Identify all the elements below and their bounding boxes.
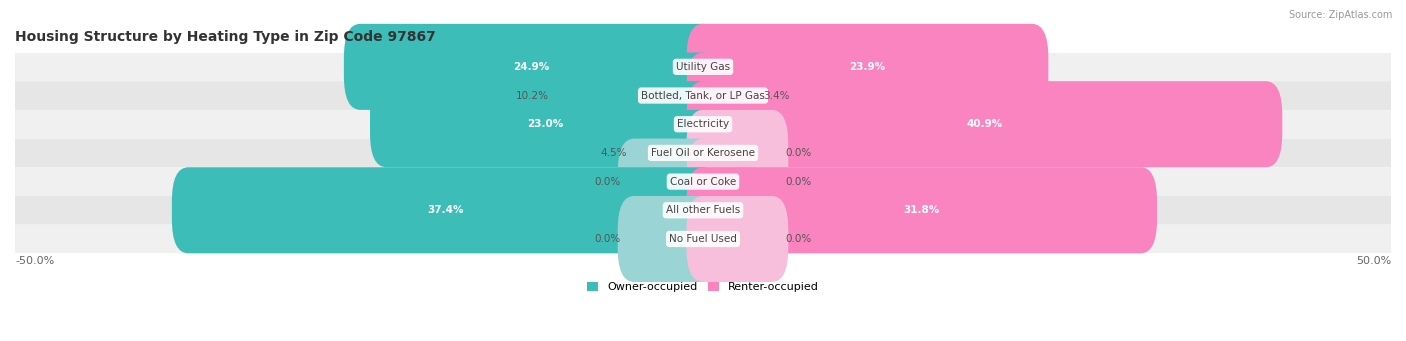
- Text: 23.9%: 23.9%: [849, 62, 886, 72]
- Text: Utility Gas: Utility Gas: [676, 62, 730, 72]
- Text: 0.0%: 0.0%: [595, 234, 620, 244]
- Text: No Fuel Used: No Fuel Used: [669, 234, 737, 244]
- Text: 37.4%: 37.4%: [427, 205, 464, 215]
- FancyBboxPatch shape: [15, 138, 1391, 167]
- Legend: Owner-occupied, Renter-occupied: Owner-occupied, Renter-occupied: [586, 282, 820, 292]
- FancyBboxPatch shape: [686, 110, 789, 196]
- FancyBboxPatch shape: [15, 81, 1391, 110]
- Text: 4.5%: 4.5%: [600, 148, 627, 158]
- Text: 0.0%: 0.0%: [786, 148, 811, 158]
- Text: 50.0%: 50.0%: [1355, 256, 1391, 266]
- Text: 0.0%: 0.0%: [595, 177, 620, 187]
- FancyBboxPatch shape: [172, 167, 720, 253]
- FancyBboxPatch shape: [686, 138, 789, 225]
- Text: 0.0%: 0.0%: [786, 234, 811, 244]
- Text: Fuel Oil or Kerosene: Fuel Oil or Kerosene: [651, 148, 755, 158]
- Text: All other Fuels: All other Fuels: [666, 205, 740, 215]
- FancyBboxPatch shape: [15, 225, 1391, 253]
- FancyBboxPatch shape: [686, 24, 1049, 110]
- Text: 23.0%: 23.0%: [527, 119, 562, 129]
- Text: Bottled, Tank, or LP Gas: Bottled, Tank, or LP Gas: [641, 91, 765, 101]
- FancyBboxPatch shape: [686, 167, 1157, 253]
- FancyBboxPatch shape: [686, 196, 789, 282]
- FancyBboxPatch shape: [15, 110, 1391, 138]
- FancyBboxPatch shape: [686, 53, 766, 138]
- FancyBboxPatch shape: [15, 196, 1391, 225]
- Text: 24.9%: 24.9%: [513, 62, 550, 72]
- FancyBboxPatch shape: [15, 53, 1391, 81]
- FancyBboxPatch shape: [546, 53, 720, 138]
- FancyBboxPatch shape: [624, 110, 720, 196]
- FancyBboxPatch shape: [15, 167, 1391, 196]
- FancyBboxPatch shape: [617, 196, 720, 282]
- FancyBboxPatch shape: [370, 81, 720, 167]
- Text: 31.8%: 31.8%: [904, 205, 939, 215]
- Text: 3.4%: 3.4%: [763, 91, 790, 101]
- FancyBboxPatch shape: [617, 138, 720, 225]
- Text: Electricity: Electricity: [676, 119, 730, 129]
- Text: 0.0%: 0.0%: [786, 177, 811, 187]
- Text: Source: ZipAtlas.com: Source: ZipAtlas.com: [1288, 10, 1392, 20]
- FancyBboxPatch shape: [344, 24, 720, 110]
- Text: -50.0%: -50.0%: [15, 256, 55, 266]
- Text: Housing Structure by Heating Type in Zip Code 97867: Housing Structure by Heating Type in Zip…: [15, 30, 436, 44]
- FancyBboxPatch shape: [686, 81, 1282, 167]
- Text: Coal or Coke: Coal or Coke: [669, 177, 737, 187]
- Text: 10.2%: 10.2%: [516, 91, 548, 101]
- Text: 40.9%: 40.9%: [966, 119, 1002, 129]
